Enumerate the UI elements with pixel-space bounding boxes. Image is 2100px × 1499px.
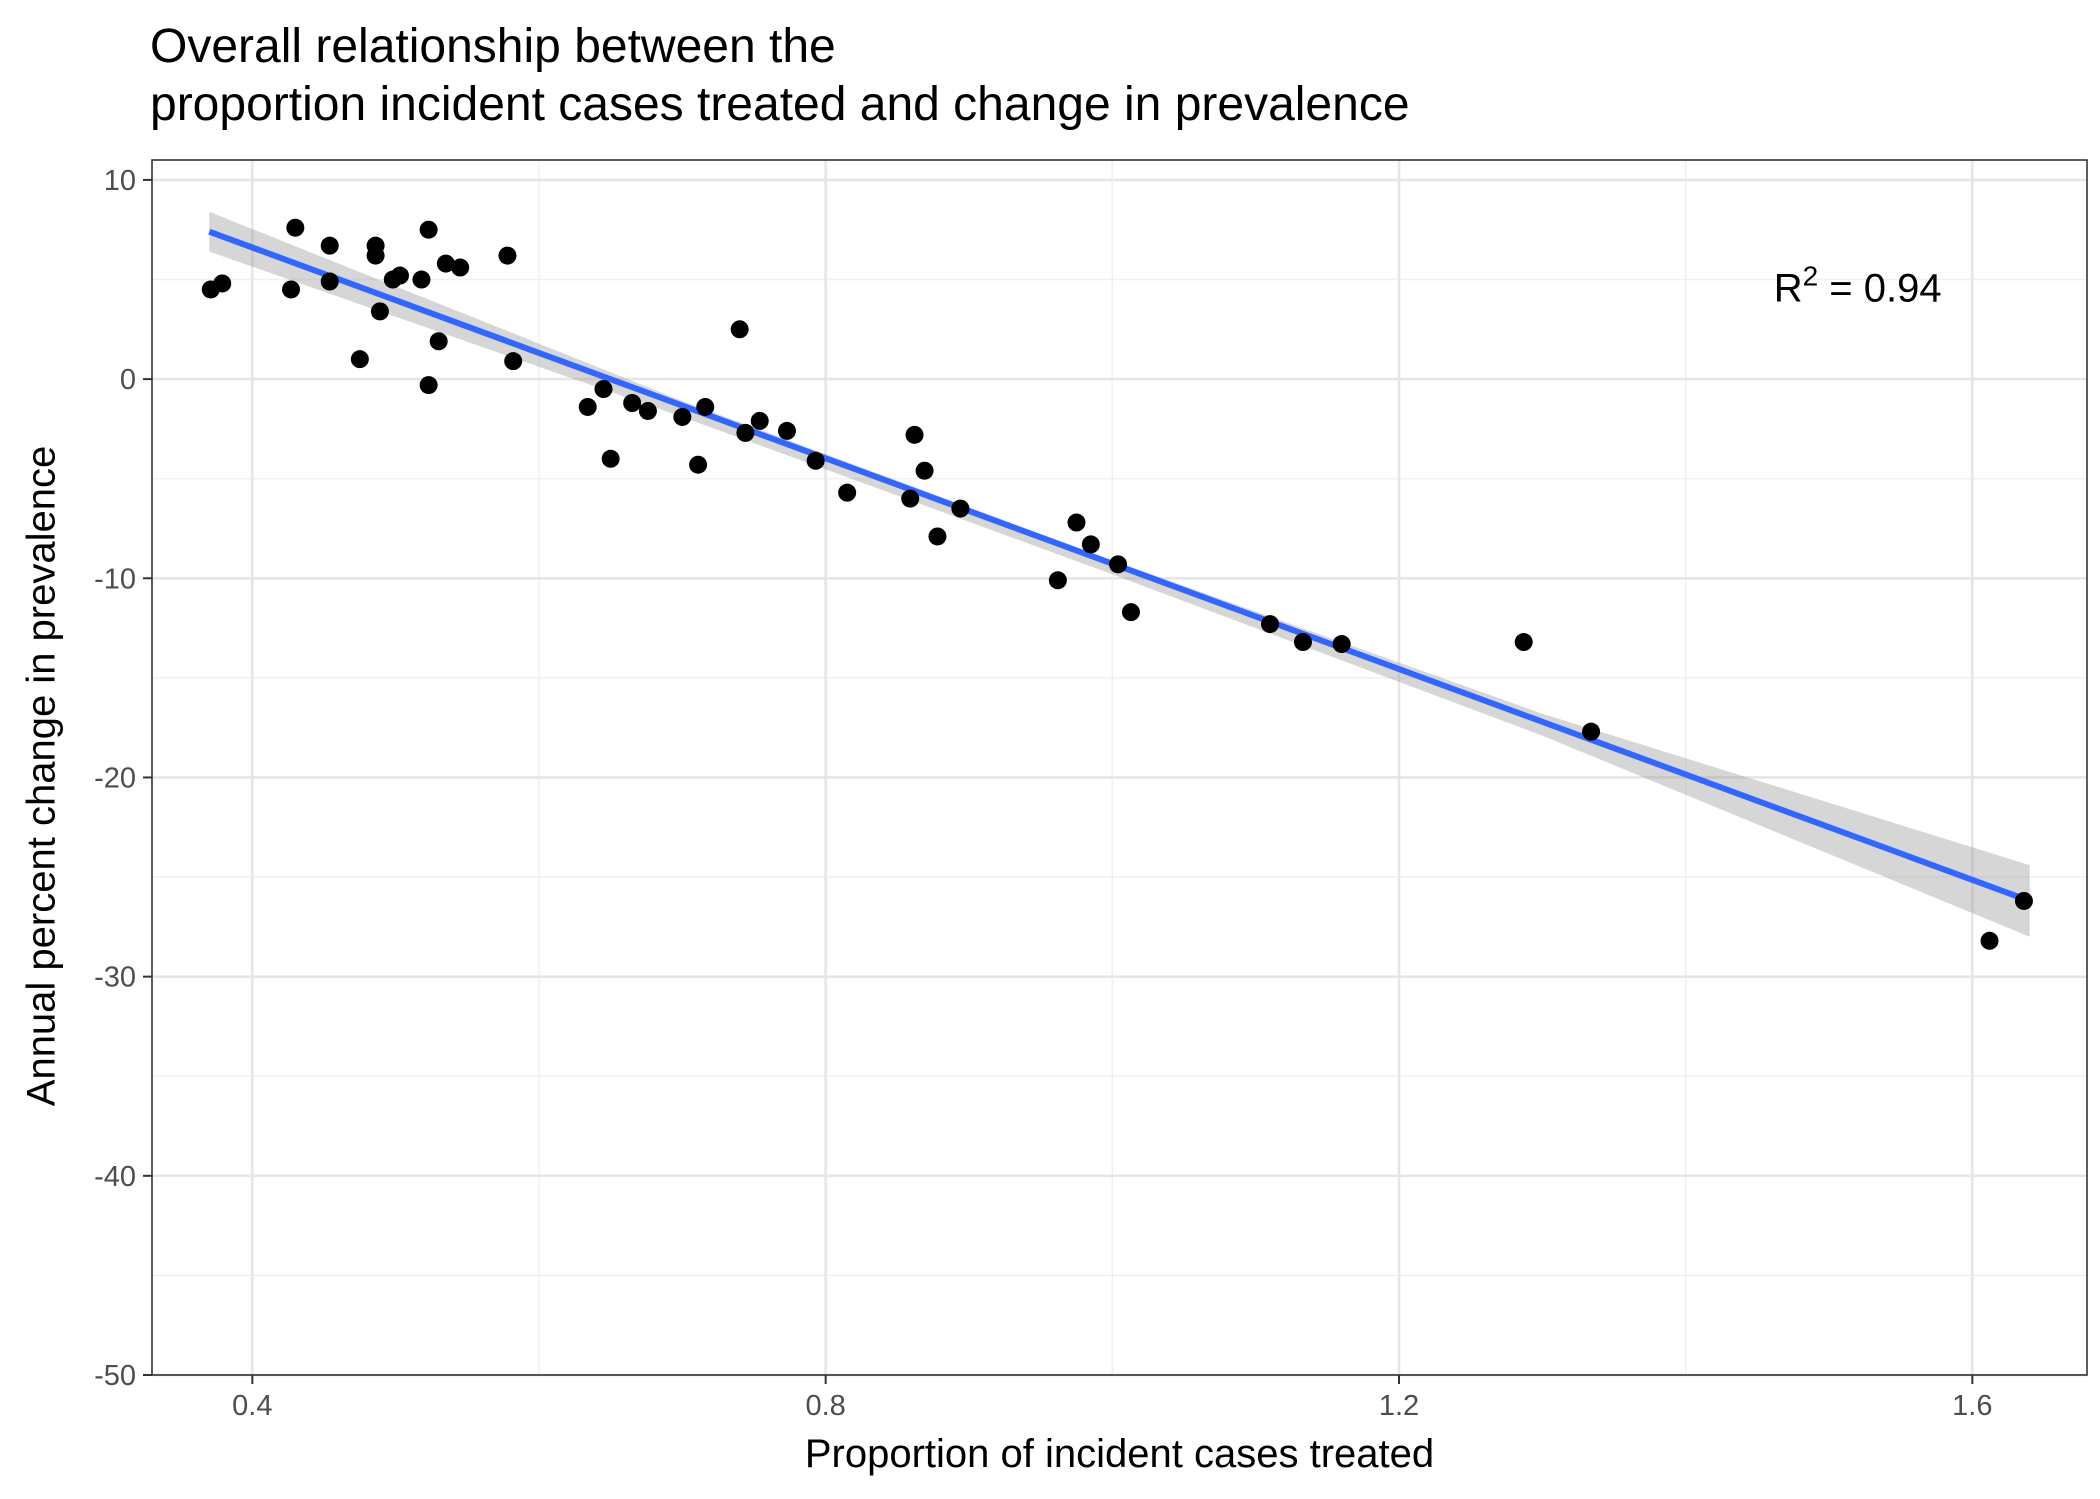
data-point [901,489,920,508]
y-axis-label: Annual percent change in prevalence [19,445,64,1107]
data-point [370,302,389,321]
data-point [412,270,431,289]
data-point [673,407,692,426]
data-point [419,220,438,239]
data-point [419,376,438,395]
data-point [951,499,970,518]
data-point [2014,891,2033,910]
y-tick-label: -20 [94,762,136,794]
data-point [366,246,385,265]
data-point [777,421,796,440]
data-point [1109,555,1128,574]
data-point [1293,633,1312,652]
plot-panel-background [152,160,2087,1375]
data-point [1514,633,1533,652]
x-tick-label: 1.2 [1379,1390,1419,1422]
data-points [201,218,2033,950]
data-point [320,236,339,255]
x-tick-label: 0.8 [806,1390,846,1422]
r-squared-value: = 0.94 [1818,266,1941,310]
y-tick-label: 0 [120,364,136,396]
r-squared-base: R [1774,266,1803,310]
chart-title: Overall relationship between the proport… [150,18,1410,134]
y-tick-label: -30 [94,962,136,994]
data-point [436,254,455,273]
data-point [1081,535,1100,554]
data-point [623,394,642,412]
data-point [429,332,448,351]
x-tick-label: 1.6 [1952,1390,1992,1422]
y-tick-label: -50 [94,1360,136,1392]
data-point [320,272,339,291]
data-point [1067,513,1086,532]
data-point [696,397,715,416]
data-point [1980,931,1999,950]
plot-panel-border [151,159,2088,1376]
data-point [928,527,947,546]
data-point [1261,615,1279,634]
data-point [286,218,305,237]
data-point [451,258,470,277]
chart-title-line-1: Overall relationship between the [150,20,836,73]
x-tick-label: 0.4 [232,1390,272,1422]
data-point [350,350,369,369]
y-axis-ticks: 10 0 -10 -20 -30 -40 -50 [94,165,152,1392]
confidence-band [209,211,2030,937]
data-point [689,455,708,474]
data-point [905,425,924,444]
data-point [594,380,613,399]
x-axis-label: Proportion of incident cases treated [804,1432,1435,1476]
x-axis-ticks: 0.4 0.8 1.2 1.6 [232,1375,1992,1422]
y-tick-label: -10 [94,563,136,595]
y-tick-label: -40 [94,1161,136,1193]
confidence-band-area [209,211,2030,937]
data-point [750,411,769,430]
data-point [736,423,755,442]
data-point [498,246,517,265]
data-point [213,274,232,293]
data-point [1121,603,1140,622]
data-point [638,401,657,420]
r-squared-superscript: 2 [1803,260,1819,291]
data-point [806,451,825,470]
data-point [838,483,857,502]
data-point [601,449,620,468]
data-point [730,320,749,339]
data-point [282,280,301,299]
r-squared-annotation: R2 = 0.94 [1774,260,1942,310]
data-point [1048,571,1067,590]
data-point [1332,635,1351,654]
data-point [390,266,409,285]
data-point [504,352,523,371]
data-point [578,397,597,416]
data-point [1582,722,1601,741]
data-point [915,461,934,480]
chart-title-line-2: proportion incident cases treated and ch… [150,78,1410,131]
y-tick-label: 10 [104,165,136,197]
